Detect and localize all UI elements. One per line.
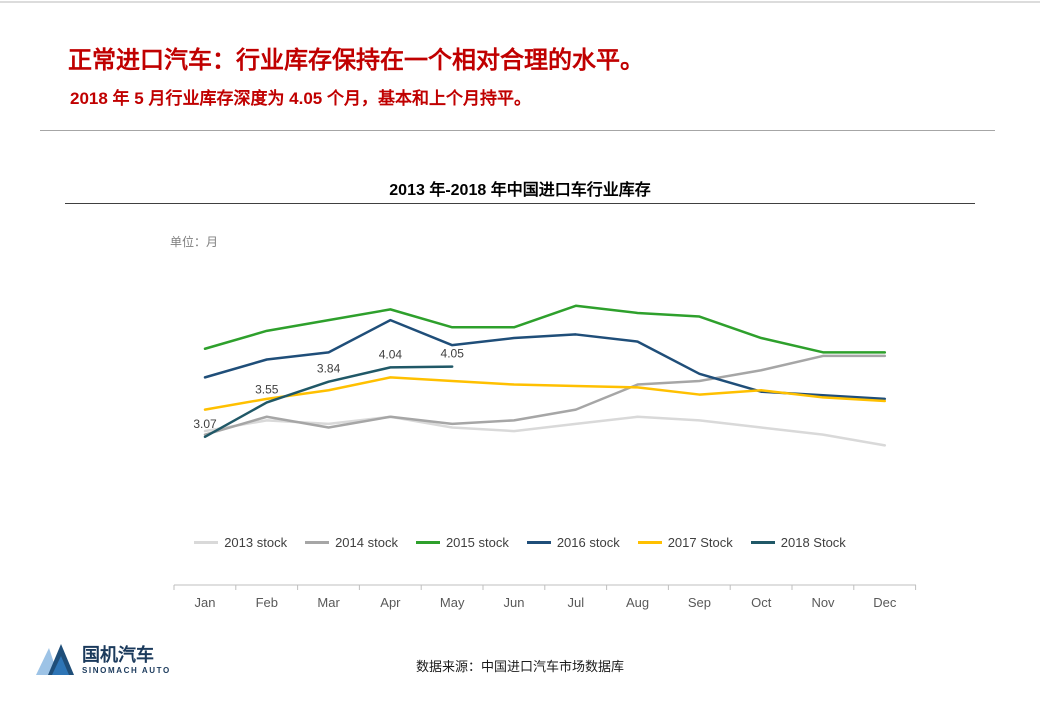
legend-swatch xyxy=(526,541,551,544)
legend-label: 2015 stock xyxy=(445,535,509,550)
legend-item-2018-stock: 2018 Stock xyxy=(750,535,846,550)
series-line-2017-stock xyxy=(203,376,887,411)
x-axis-label: Jul xyxy=(567,595,584,610)
sinomach-logo: 国机汽车 SINOMACH AUTO xyxy=(36,644,171,676)
data-label: 3.84 xyxy=(317,362,341,376)
series-line-2015-stock xyxy=(203,304,887,354)
series-line-2013-stock xyxy=(203,415,887,447)
data-source: 数据来源：中国进口汽车市场数据库 xyxy=(415,659,624,674)
chart-title: 2013 年-2018 年中国进口车行业库存 xyxy=(389,182,651,199)
chart-legend: 2013 stock 2014 stock 2015 stock 2016 stock… xyxy=(0,535,1040,550)
x-axis-label: Apr xyxy=(380,595,401,610)
unit-label: 单位：月 xyxy=(170,235,219,249)
x-axis-label: Nov xyxy=(811,595,835,610)
x-axis-label: Sep xyxy=(688,595,711,610)
legend-item-2015-stock: 2015 stock xyxy=(415,535,509,550)
x-axis-label: Oct xyxy=(751,595,772,610)
legend-label: 2016 stock xyxy=(556,535,620,550)
inventory-line-chart: Jan Feb Mar Apr May Jun Jul Aug Sep Oct Nov Dec 3.07… xyxy=(173,304,917,610)
legend-item-2016-stock: 2016 stock xyxy=(526,535,620,550)
logo-name-cn: 国机汽车 xyxy=(82,645,154,666)
chart-title-underline xyxy=(65,203,975,204)
x-axis-label: May xyxy=(440,595,465,610)
legend-swatch xyxy=(415,541,440,544)
data-label: 4.05 xyxy=(441,347,465,361)
legend-swatch xyxy=(750,541,775,544)
header-divider xyxy=(40,130,995,131)
series-line-2018-stock xyxy=(203,365,454,439)
logo-name-en: SINOMACH AUTO xyxy=(82,665,171,675)
legend-swatch xyxy=(194,541,219,544)
series-line-2016-stock xyxy=(203,318,887,401)
series-line-2014-stock xyxy=(203,354,887,436)
data-label: 3.55 xyxy=(255,382,279,396)
legend-label: 2017 Stock xyxy=(667,535,733,550)
slide-title: 正常进口汽车：行业库存保持在一个相对合理的水平。 xyxy=(68,47,644,74)
data-label: 4.04 xyxy=(379,347,403,361)
x-axis-label: Jun xyxy=(504,595,525,610)
slide-top-rule xyxy=(0,1,1040,3)
x-axis-label: Mar xyxy=(317,595,340,610)
x-axis-label: Aug xyxy=(626,595,649,610)
x-axis-label: Feb xyxy=(256,595,278,610)
legend-label: 2013 stock xyxy=(224,535,288,550)
sinomach-logo-icon xyxy=(36,644,74,675)
legend-item-2017-stock: 2017 Stock xyxy=(637,535,733,550)
legend-item-2014-stock: 2014 stock xyxy=(305,535,398,550)
x-axis-label: Jan xyxy=(195,595,216,610)
data-label: 3.07 xyxy=(193,417,217,431)
legend-swatch xyxy=(637,541,662,544)
legend-label: 2018 Stock xyxy=(780,535,846,550)
x-axis-label: Dec xyxy=(873,595,897,610)
slide-subtitle: 2018 年 5 月行业库存深度为 4.05 个月，基本和上个月持平。 xyxy=(70,89,531,108)
legend-label: 2014 stock xyxy=(335,535,398,550)
legend-item-2013-stock: 2013 stock xyxy=(194,535,287,550)
logo-text: 国机汽车 SINOMACH AUTO xyxy=(82,645,171,675)
legend-swatch xyxy=(305,541,330,544)
